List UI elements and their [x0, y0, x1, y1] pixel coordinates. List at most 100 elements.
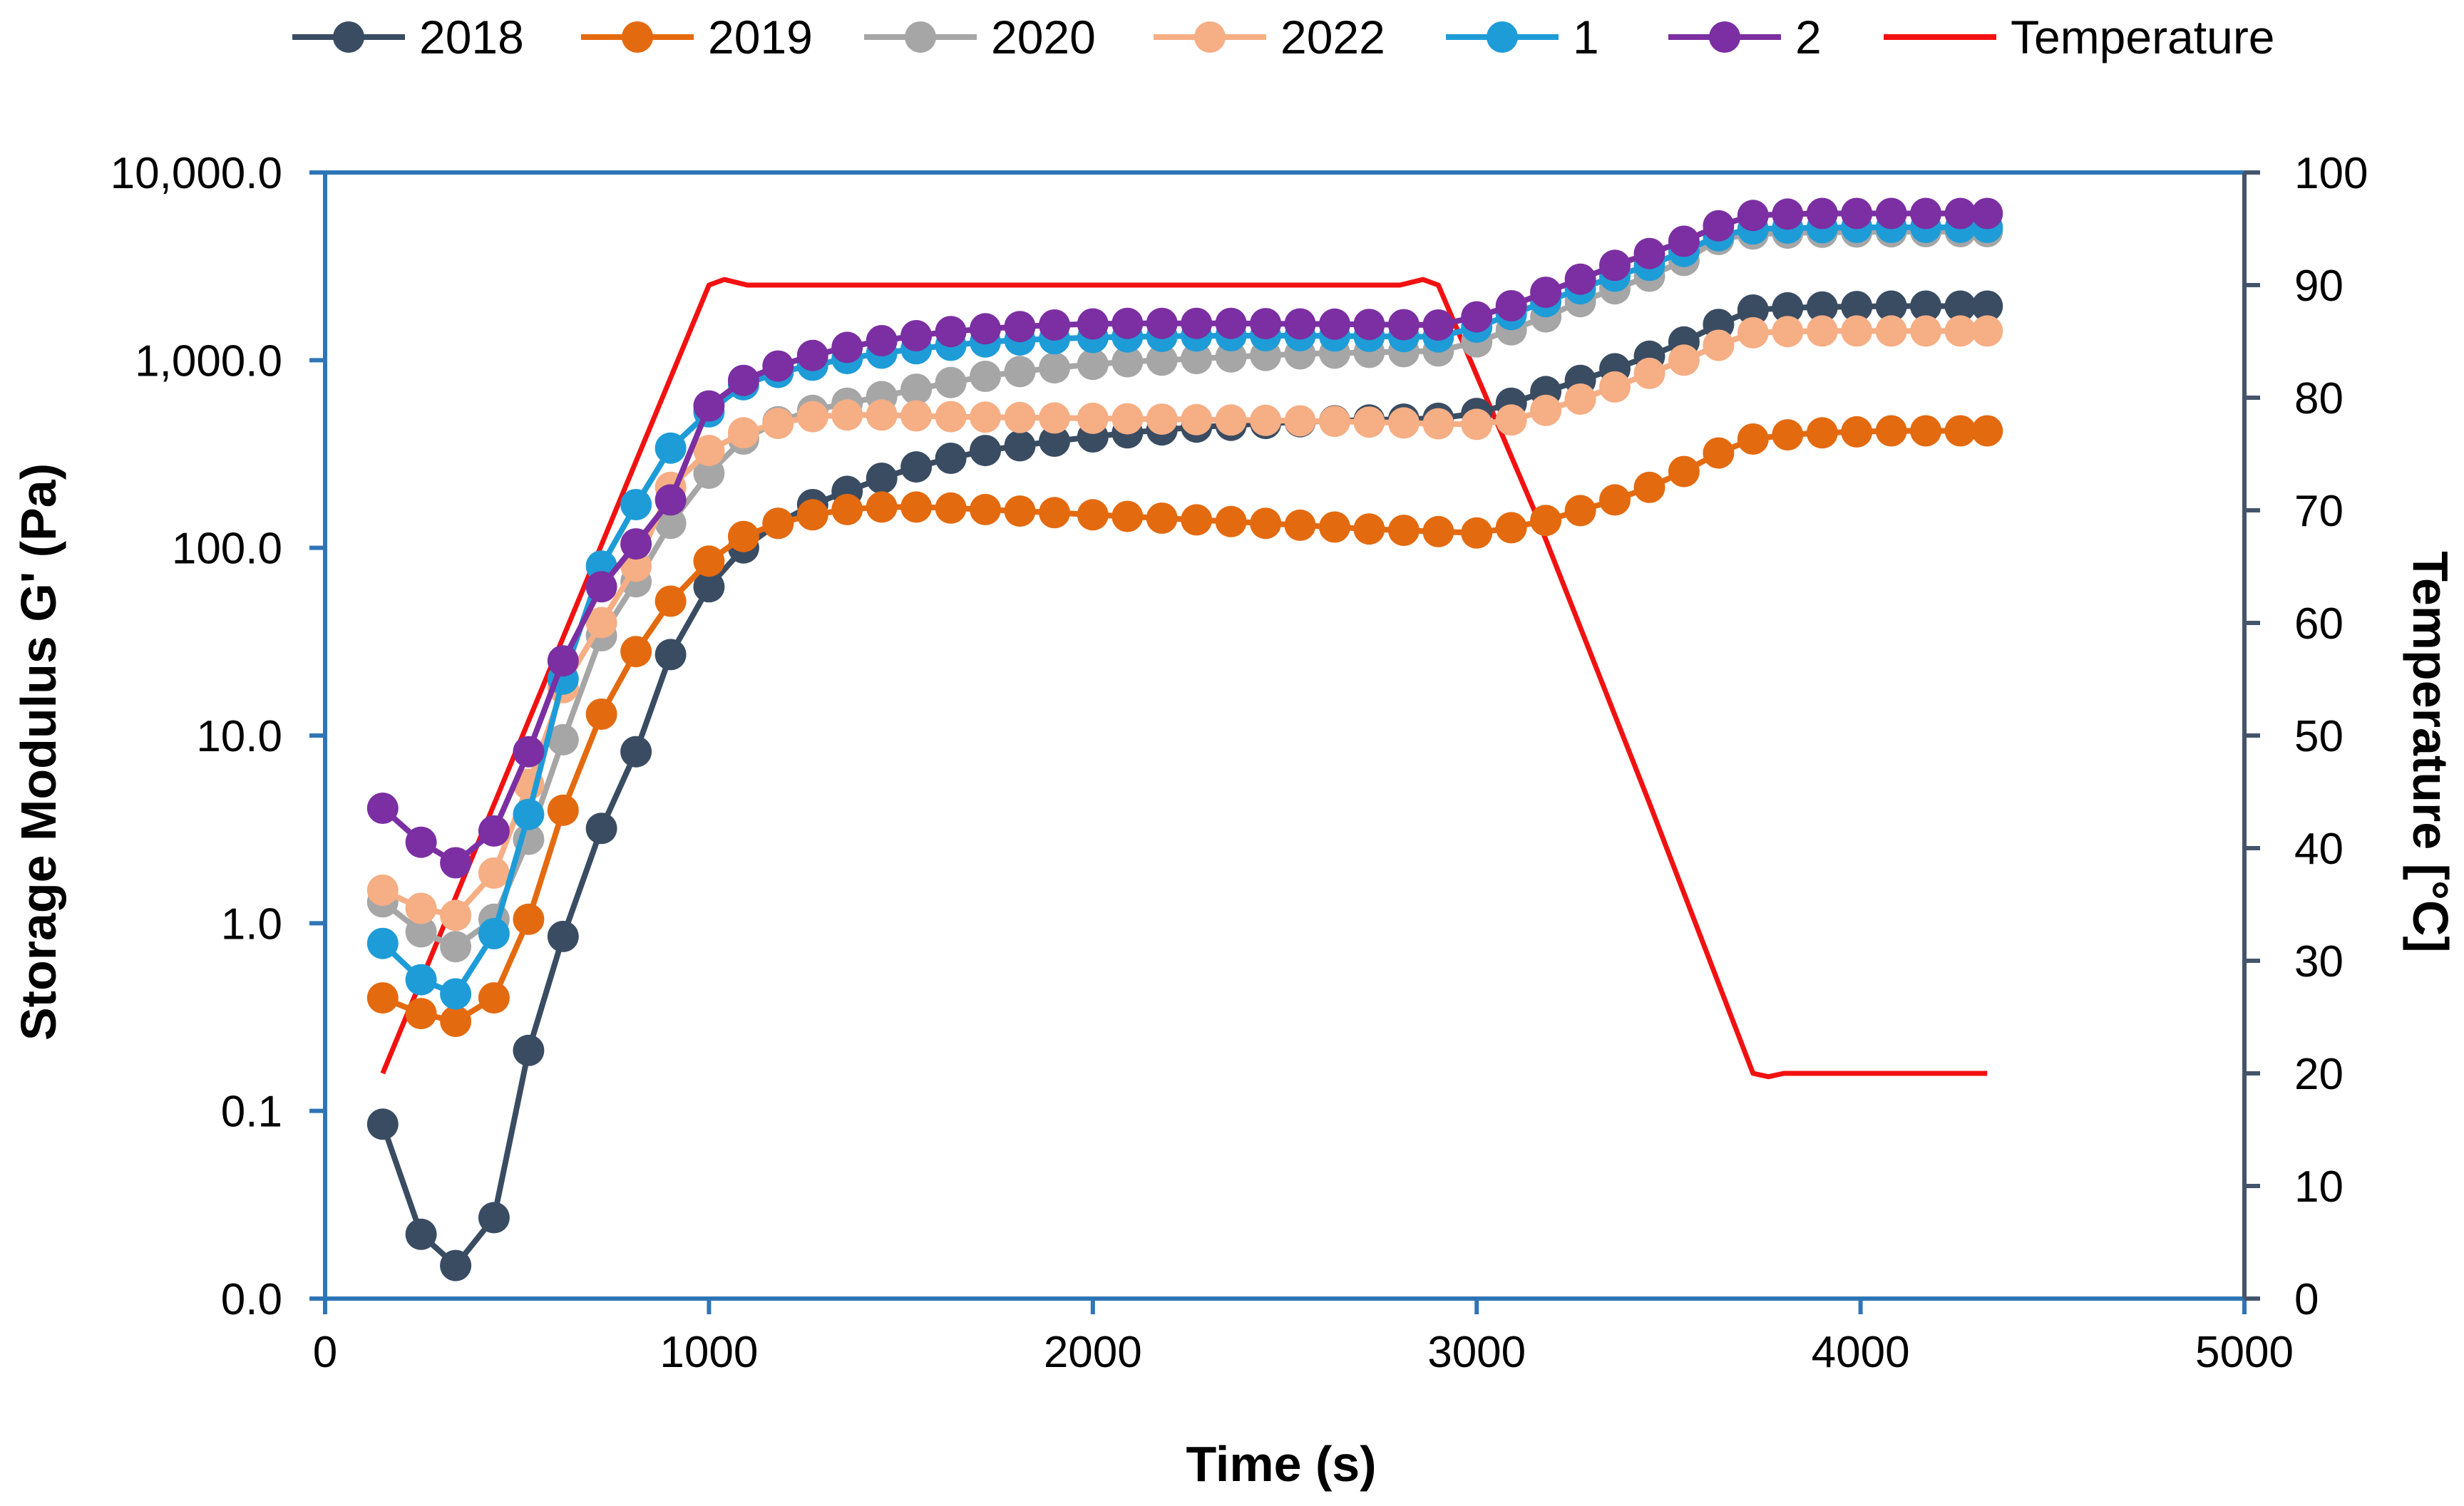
data-point-1 [440, 978, 472, 1010]
data-point-2019 [935, 492, 967, 524]
data-point-2018 [654, 639, 687, 671]
data-point-2022 [1944, 315, 1976, 347]
data-point-2019 [1146, 502, 1178, 534]
data-point-2022 [366, 875, 399, 906]
data-point-2019 [831, 493, 863, 525]
data-point-2019 [1215, 505, 1247, 537]
y-tick-label: 10,000.0 [111, 149, 282, 198]
data-point-2 [1599, 249, 1631, 282]
data-point-2019 [900, 491, 933, 523]
series-layer [366, 197, 2003, 1281]
x-tick-label: 4000 [1812, 1328, 1910, 1377]
legend-item-2: 2 [1668, 11, 1822, 63]
y-tick-label: 1.0 [221, 899, 282, 949]
legend-item-temperature: Temperature [1884, 11, 2275, 63]
data-point-2020 [900, 373, 933, 406]
data-point-2018 [620, 736, 652, 768]
data-point-2 [1530, 277, 1562, 309]
data-point-2 [585, 571, 617, 603]
y-tick-label: 10.0 [196, 712, 282, 761]
data-point-2020 [1181, 343, 1213, 375]
data-point-2 [1703, 210, 1735, 242]
data-point-2022 [478, 857, 510, 889]
data-point-2019 [1806, 417, 1838, 449]
data-point-2 [762, 350, 794, 382]
data-point-2022 [796, 401, 828, 433]
data-point-2019 [547, 794, 579, 826]
temperature-line [380, 277, 1988, 1080]
data-point-2 [1944, 197, 1976, 229]
data-point-2022 [1737, 316, 1769, 349]
y-tick-label: 100.0 [172, 525, 282, 574]
x-tick-label: 3000 [1427, 1328, 1526, 1377]
data-point-2020 [693, 457, 725, 489]
data-point-2022 [1250, 404, 1282, 436]
data-point-2 [866, 325, 898, 356]
data-point-2019 [1875, 415, 1907, 447]
data-point-1 [620, 489, 652, 520]
legend-swatch-marker [622, 21, 653, 53]
temperature-layer [380, 277, 1988, 1080]
data-point-2022 [1564, 383, 1596, 415]
data-point-2022 [1387, 407, 1420, 439]
data-point-2019 [513, 903, 545, 935]
y-axis-title: Storage Modulus G' (Pa) [11, 463, 66, 1041]
legend-label: 2018 [419, 11, 524, 63]
data-point-2018 [1944, 290, 1976, 322]
y-tick-label: 1,000.0 [135, 336, 282, 386]
data-point-2022 [1599, 371, 1631, 403]
data-point-2018 [693, 571, 725, 603]
data-point-2018 [866, 463, 898, 494]
data-point-2019 [1841, 416, 1873, 448]
data-point-1 [405, 964, 437, 996]
x-tick-label: 1000 [659, 1328, 758, 1377]
data-point-2 [1422, 309, 1454, 341]
data-point-2 [1841, 197, 1873, 229]
data-point-2018 [440, 1249, 472, 1281]
legend-item-2019: 2019 [581, 11, 813, 63]
y2-tick-label: 90 [2294, 262, 2344, 311]
data-point-2022 [1077, 402, 1109, 434]
data-point-2022 [1875, 315, 1907, 347]
data-point-2022 [1495, 404, 1527, 436]
data-point-2022 [1181, 403, 1213, 435]
legend-label: 1 [1573, 11, 1599, 63]
data-point-2022 [1772, 316, 1804, 348]
data-point-2022 [1668, 344, 1700, 376]
data-point-2019 [1495, 512, 1527, 544]
data-point-2022 [970, 401, 1001, 433]
data-point-2018 [970, 435, 1001, 467]
data-point-2019 [1077, 499, 1109, 531]
y-tick-label: 0.1 [221, 1088, 282, 1137]
data-point-2 [1910, 197, 1942, 229]
legend-swatch-marker [1709, 21, 1740, 53]
data-point-2020 [440, 931, 472, 963]
legend-item-2018: 2018 [292, 11, 524, 63]
data-point-2019 [1004, 495, 1036, 527]
legend-swatch-marker [1194, 21, 1226, 53]
data-point-2018 [1004, 430, 1036, 462]
data-point-2018 [900, 451, 933, 483]
data-point-2022 [1530, 394, 1562, 426]
data-point-2 [1668, 225, 1700, 257]
data-point-2019 [1668, 455, 1700, 488]
data-point-2 [513, 736, 545, 768]
data-point-2019 [1284, 509, 1316, 541]
data-point-2019 [1250, 507, 1282, 540]
data-point-2022 [727, 417, 759, 449]
tick-label-layer: 0 1000 2000 3000 4000 50000.00.11.010.0100.01… [111, 149, 2368, 1377]
y2-tick-label: 40 [2294, 825, 2344, 874]
x-tick-label: 0 [313, 1328, 337, 1377]
data-point-2020 [1004, 356, 1036, 388]
data-point-2 [547, 645, 579, 677]
y2-tick-label: 80 [2294, 374, 2344, 423]
y2-tick-label: 10 [2294, 1162, 2344, 1212]
data-point-2020 [1077, 349, 1109, 381]
data-point-2019 [366, 982, 399, 1014]
data-point-2018 [585, 813, 617, 845]
data-point-2022 [1841, 315, 1873, 347]
y2-tick-label: 20 [2294, 1050, 2344, 1099]
data-point-2 [935, 316, 967, 348]
data-point-1 [654, 432, 687, 464]
